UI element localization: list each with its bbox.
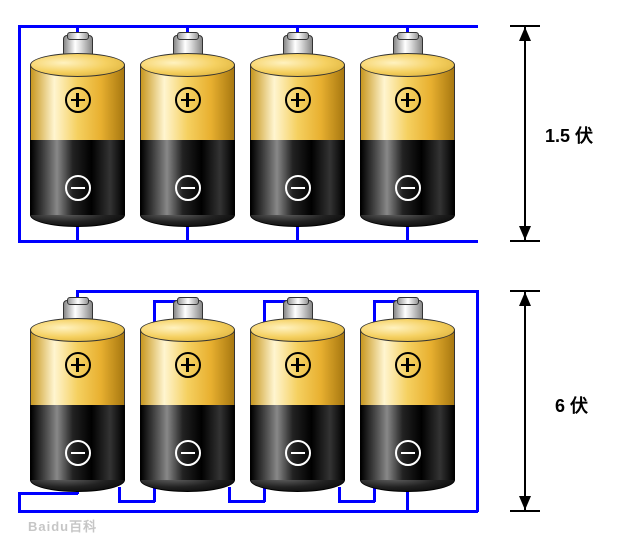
arrow-head-up-row2 — [519, 292, 531, 306]
wire-right-row2 — [476, 290, 479, 512]
wire-series-1-down — [118, 487, 121, 500]
battery-row2-1 — [30, 300, 125, 480]
plus-icon — [395, 87, 421, 113]
plus-icon — [175, 352, 201, 378]
arrow-head-down-row2 — [519, 496, 531, 510]
wire-left-tie-row2 — [18, 492, 78, 495]
minus-icon — [65, 175, 91, 201]
wire-series-3-down — [338, 487, 341, 500]
battery-row1-2 — [140, 35, 235, 215]
wire-bottom-bus-row2 — [18, 510, 478, 513]
plus-icon — [395, 352, 421, 378]
minus-icon — [285, 440, 311, 466]
arrow-bottom-end-row1 — [510, 240, 540, 242]
battery-row1-1 — [30, 35, 125, 215]
wire-top-bus-row2 — [76, 290, 478, 293]
wire-series-2-down — [228, 487, 231, 500]
arrow-head-up-row1 — [519, 27, 531, 41]
wire-bottom-bus-row1 — [18, 240, 478, 243]
battery-circuit-diagram: 1.5 伏 — [0, 0, 635, 550]
plus-icon — [285, 352, 311, 378]
minus-icon — [175, 440, 201, 466]
plus-icon — [175, 87, 201, 113]
wire-left-row2 — [18, 492, 21, 512]
wire-series-3-h — [338, 500, 375, 503]
plus-icon — [65, 352, 91, 378]
arrow-shaft-row1 — [524, 27, 526, 240]
minus-icon — [395, 440, 421, 466]
wire-top-bus-row1 — [18, 25, 478, 28]
plus-icon — [65, 87, 91, 113]
minus-icon — [175, 175, 201, 201]
wire-left-row1 — [18, 25, 21, 242]
battery-row1-3 — [250, 35, 345, 215]
watermark: Baidu百科 — [28, 516, 97, 535]
wire-series-2-h — [228, 500, 265, 503]
arrow-shaft-row2 — [524, 292, 526, 510]
battery-row2-3 — [250, 300, 345, 480]
minus-icon — [285, 175, 311, 201]
voltage-label-row1: 1.5 伏 — [545, 122, 593, 148]
voltage-label-row2: 6 伏 — [555, 392, 588, 418]
arrow-bottom-end-row2 — [510, 510, 540, 512]
arrow-head-down-row1 — [519, 226, 531, 240]
plus-icon — [285, 87, 311, 113]
minus-icon — [395, 175, 421, 201]
wire-series-1-h — [118, 500, 155, 503]
battery-row1-4 — [360, 35, 455, 215]
minus-icon — [65, 440, 91, 466]
battery-row2-2 — [140, 300, 235, 480]
battery-row2-4 — [360, 300, 455, 480]
